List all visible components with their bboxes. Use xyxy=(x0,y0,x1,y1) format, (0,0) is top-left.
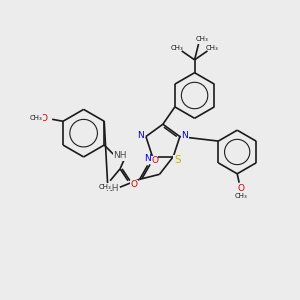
Text: N: N xyxy=(138,131,144,140)
Text: CH₃: CH₃ xyxy=(170,45,183,51)
Text: NH: NH xyxy=(113,152,127,160)
Text: CH₃: CH₃ xyxy=(99,184,112,190)
Text: CH₃: CH₃ xyxy=(195,36,208,42)
Text: CH₃: CH₃ xyxy=(30,115,43,121)
Text: S: S xyxy=(174,155,181,166)
Text: NH: NH xyxy=(105,184,119,193)
Text: CH₃: CH₃ xyxy=(235,193,247,199)
Text: O: O xyxy=(41,114,48,123)
Text: O: O xyxy=(238,184,244,193)
Text: O: O xyxy=(130,180,137,189)
Text: O: O xyxy=(151,156,158,165)
Text: N: N xyxy=(144,154,151,163)
Text: CH₃: CH₃ xyxy=(206,45,219,51)
Text: N: N xyxy=(182,131,188,140)
